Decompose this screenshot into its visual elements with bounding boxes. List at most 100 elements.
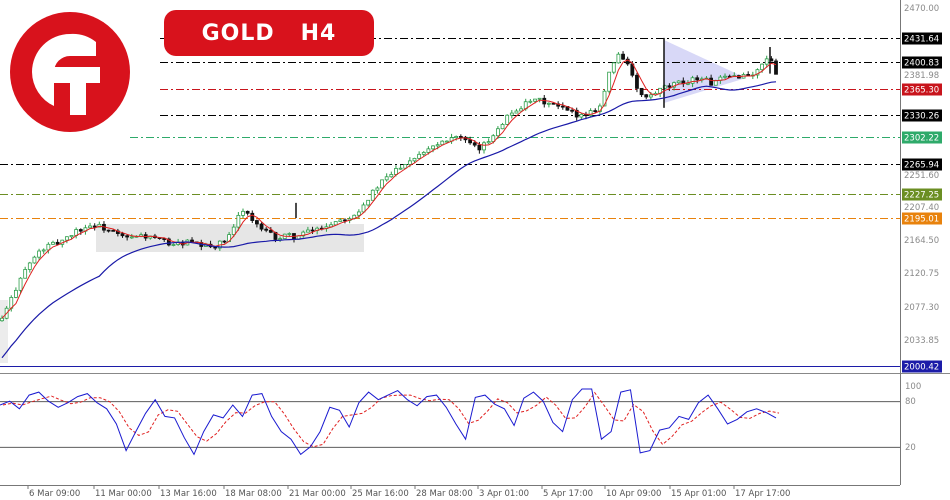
price-tick-label: 2077.30 [904,303,939,313]
candle-body [560,105,565,108]
candle-body [621,53,625,60]
candle-body [421,152,426,155]
candle-body [394,168,398,175]
level-price-box [902,83,942,96]
candle-body [588,110,593,117]
candle-body [407,160,412,165]
candle-body [287,233,292,235]
candle-body [496,128,500,137]
candle-body [389,174,394,178]
fast-ma-line [1,59,777,319]
candle-body [32,256,37,264]
level-price-box [902,188,942,201]
date-label: 11 Mar 00:00 [95,489,152,499]
candle-body [468,139,473,144]
candle-body [774,60,778,75]
date-label: 6 Mar 09:00 [29,489,80,499]
candle-body [380,179,384,189]
candle-body [278,238,282,241]
date-label: 25 Mar 16:00 [352,489,409,499]
candle-body [635,74,639,89]
candle-body [440,140,445,146]
oscillator-signal-line [2,391,780,448]
candle-body [709,77,714,86]
candle-body [343,219,347,222]
candle-body [92,225,97,228]
price-tick-label: 2251.60 [904,171,939,181]
candle-body [23,269,28,279]
candle-body [384,176,389,181]
candle-body [533,98,537,102]
level-price-label: 2431.64 [904,35,939,45]
oscillator-main-line [0,388,777,456]
date-label: 3 Apr 01:00 [479,489,529,499]
candle-body [505,114,510,125]
candle-body [255,220,259,225]
candle-body [18,277,23,291]
level-price-label: 2330.26 [904,112,939,122]
candle-body [477,144,482,151]
level-price-box [902,212,942,225]
level-price-box [902,32,942,45]
candle-body [607,71,612,92]
candle-body [602,90,607,107]
candle-body [129,236,134,239]
candle-body [500,124,505,130]
candle-body [268,229,273,233]
candle-body [593,110,598,113]
level-price-label: 2000.42 [904,363,939,373]
candle-body [236,214,241,228]
candle-body [190,239,194,243]
candle-body [250,212,255,221]
candle-body [723,75,727,78]
timeframe-label: H4 [300,20,337,46]
candle-body [46,243,51,251]
candle-body [310,229,315,232]
candle-body [412,157,417,162]
candle-body [611,62,616,73]
candle-body [445,140,449,143]
candle-body [760,63,764,71]
candle-body [305,229,310,233]
candle-body [259,223,264,230]
candle-body [370,189,375,201]
candle-body [37,250,41,258]
symbol-label: GOLD [201,20,275,46]
slow-ma-line [1,81,777,359]
level-price-box [902,158,942,171]
candle-body [361,204,366,213]
date-label: 18 Mar 08:00 [225,489,282,499]
candle-body [676,80,681,84]
candle-body [491,135,496,142]
oscillator-scale-label: 80 [905,397,916,407]
candle-body [574,109,579,118]
candle-body [482,142,486,151]
fxgt-logo-icon [10,12,130,132]
candle-body [644,94,649,98]
candle-body [264,228,269,231]
candle-body [338,219,343,222]
candle-body [579,113,584,118]
candle-body [366,199,371,206]
candle-body [435,144,440,147]
left-shade [0,300,8,363]
candle-body [403,163,408,169]
candle-body [509,112,514,116]
candle-body [41,249,46,252]
candle-body [458,136,463,138]
candle-body [486,141,491,144]
candle-body [88,225,92,229]
symbol-title-badge: GOLD H4 [164,10,374,56]
price-tick-label: 2381.98 [904,71,939,81]
candle-body [166,238,171,246]
oscillator-scale-label: 20 [905,443,916,453]
candle-body [14,289,18,298]
candle-body [69,235,74,238]
triangle-pattern [664,40,746,103]
candle-body [398,167,403,170]
date-label: 17 Apr 17:00 [735,489,790,499]
candle-body [27,262,32,270]
level-price-label: 2227.25 [904,191,939,201]
candle-body [417,153,422,159]
